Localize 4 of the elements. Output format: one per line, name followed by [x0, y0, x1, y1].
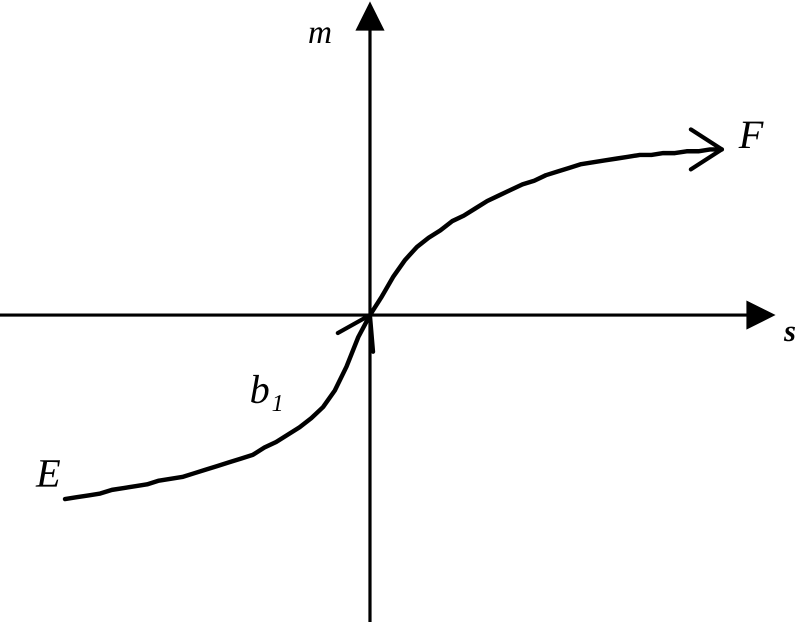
- text: F: [738, 122, 764, 148]
- x-axis-title: s: [784, 326, 796, 342]
- y-axis-title: m: [309, 27, 331, 43]
- annotation: E: [36, 460, 60, 487]
